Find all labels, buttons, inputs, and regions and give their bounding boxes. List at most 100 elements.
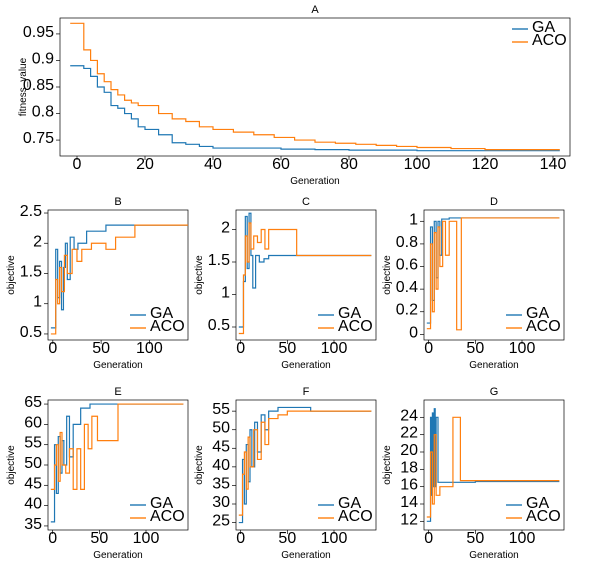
xtick-label: 20: [136, 156, 154, 173]
legend-label: ACO: [338, 318, 373, 335]
ytick-label: 25: [212, 513, 230, 530]
axes-frame: [60, 18, 570, 156]
xtick-label: 100: [404, 156, 431, 173]
xtick-label: 120: [472, 156, 499, 173]
ytick-label: 45: [212, 438, 230, 455]
legend: GAACO: [314, 495, 373, 526]
ytick-label: 12: [400, 511, 418, 528]
ytick-label: 20: [400, 442, 418, 459]
ytick-label: 1.5: [208, 252, 230, 269]
ytick-label: 2.5: [20, 203, 42, 220]
ytick-label: 55: [24, 435, 42, 452]
xtick-label: 50: [278, 340, 296, 357]
ytick-label: 22: [400, 425, 418, 442]
panel-C: 0501000.511.52CGenerationobjectiveGAACO: [194, 196, 376, 371]
y-axis-label: objective: [194, 255, 205, 295]
x-axis-label: Generation: [469, 360, 518, 371]
xtick-label: 100: [133, 530, 160, 547]
series-aco: [51, 404, 184, 489]
panel-title: A: [311, 4, 319, 16]
ytick-label: 0.6: [396, 257, 418, 274]
ytick-label: 30: [212, 494, 230, 511]
ytick-label: 45: [24, 475, 42, 492]
panel-B: 0501000.511.522.5BGenerationobjectiveGAA…: [6, 196, 188, 371]
ytick-label: 35: [212, 475, 230, 492]
legend: GAACO: [502, 305, 561, 336]
xtick-label: 0: [48, 340, 57, 357]
panel-title: C: [302, 196, 310, 208]
xtick-label: 100: [509, 340, 536, 357]
panel-G: 05010012141618202224GGenerationobjective…: [382, 386, 564, 561]
xtick-label: 50: [466, 340, 484, 357]
panel-title: G: [490, 386, 499, 398]
legend-label: ACO: [532, 32, 567, 49]
panel-A: 0204060801001201400.750.80.850.90.95AGen…: [18, 4, 570, 187]
legend-label: ACO: [526, 318, 561, 335]
x-axis-label: Generation: [290, 176, 339, 187]
ytick-label: 40: [24, 496, 42, 513]
xtick-label: 100: [136, 340, 163, 357]
xtick-label: 0: [236, 530, 245, 547]
x-axis-label: Generation: [93, 550, 142, 561]
ytick-label: 2: [221, 220, 230, 237]
xtick-label: 100: [509, 530, 536, 547]
ytick-label: 0.2: [396, 302, 418, 319]
xtick-label: 100: [321, 530, 348, 547]
ytick-label: 40: [212, 457, 230, 474]
ytick-label: 0.9: [32, 50, 54, 67]
ytick-label: 60: [24, 414, 42, 431]
panel-F: 05010025303540455055FGenerationobjective…: [194, 386, 376, 561]
ytick-label: 24: [400, 407, 418, 424]
ytick-label: 0.5: [20, 324, 42, 341]
xtick-label: 0: [73, 156, 82, 173]
ytick-label: 1: [221, 285, 230, 302]
ytick-label: 1: [33, 294, 42, 311]
xtick-label: 0: [424, 340, 433, 357]
xtick-label: 50: [466, 530, 484, 547]
panel-E: 05010035404550556065EGenerationobjective…: [6, 386, 188, 561]
xtick-label: 50: [278, 530, 296, 547]
ytick-label: 0: [409, 324, 418, 341]
panel-title: E: [114, 386, 121, 398]
legend: GAACO: [508, 19, 567, 50]
ytick-label: 0.4: [396, 279, 418, 296]
x-axis-label: Generation: [281, 550, 330, 561]
legend-label: ACO: [526, 508, 561, 525]
legend: GAACO: [126, 305, 185, 336]
legend: GAACO: [126, 495, 185, 526]
ytick-label: 35: [24, 516, 42, 533]
panel-title: D: [490, 196, 498, 208]
y-axis-label: objective: [382, 255, 393, 295]
legend-label: ACO: [338, 508, 373, 525]
series-ga: [70, 66, 560, 151]
xtick-label: 100: [321, 340, 348, 357]
x-axis-label: Generation: [281, 360, 330, 371]
panel-title: F: [303, 386, 310, 398]
x-axis-label: Generation: [469, 550, 518, 561]
xtick-label: 60: [272, 156, 290, 173]
ytick-label: 2: [33, 233, 42, 250]
ytick-label: 65: [24, 394, 42, 411]
xtick-label: 140: [540, 156, 567, 173]
panel-title: B: [114, 196, 121, 208]
figure: 0204060801001201400.750.80.850.90.95AGen…: [0, 0, 600, 574]
ytick-label: 14: [400, 494, 418, 511]
legend: GAACO: [502, 495, 561, 526]
ytick-label: 18: [400, 459, 418, 476]
xtick-label: 40: [204, 156, 222, 173]
series-aco: [70, 23, 560, 149]
ytick-label: 0.75: [23, 130, 54, 147]
ytick-label: 50: [24, 455, 42, 472]
ytick-label: 55: [212, 401, 230, 418]
ytick-label: 1.5: [20, 263, 42, 280]
legend-label: ACO: [150, 318, 185, 335]
y-axis-label: objective: [6, 255, 17, 295]
ytick-label: 0.95: [23, 24, 54, 41]
ytick-label: 0.8: [32, 104, 54, 121]
legend: GAACO: [314, 305, 373, 336]
ytick-label: 1: [409, 211, 418, 228]
xtick-label: 0: [48, 530, 57, 547]
xtick-label: 0: [424, 530, 433, 547]
xtick-label: 50: [92, 340, 110, 357]
panel-D: 05010000.20.40.60.81DGenerationobjective…: [382, 196, 564, 371]
